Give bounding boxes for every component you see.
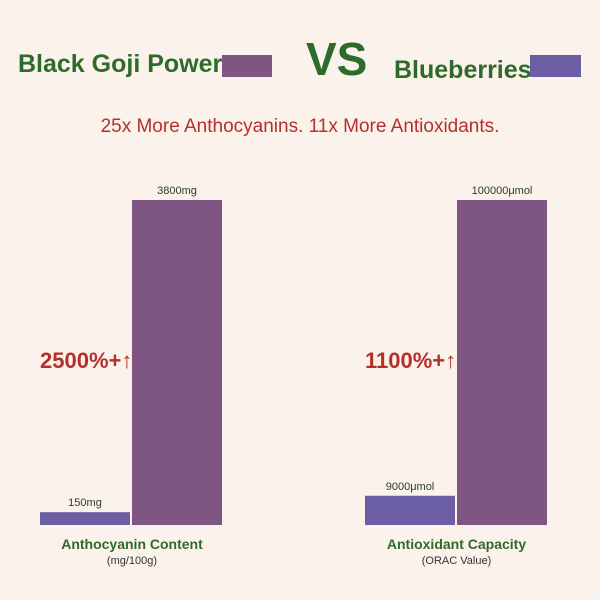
legend-swatch-blueberries [530,55,581,77]
antioxidant-axis-label: Antioxidant Capacity [386,536,527,552]
bar-black-goji [457,200,547,525]
antioxidant-chart-svg: 9000μmol 100000μmol [365,185,547,525]
anthocyanin-axis-sublabel: (mg/100g) [106,555,158,567]
legend-label-blueberries: Blueberries [394,56,532,84]
bar-black-goji [132,200,222,525]
bar-value-label: 150mg [68,497,102,509]
bar-blueberries [365,495,455,525]
legend-swatch-black-goji [222,55,272,77]
antioxidant-chart: 9000μmol 100000μmol 1100%+↑ Antioxidant C… [365,150,548,600]
bar-value-label: 9000μmol [386,481,435,493]
anthocyanin-chart-svg: 150mg 3800mg [40,185,222,525]
anthocyanin-axis-label: Anthocyanin Content [61,536,203,552]
legend-label-black-goji: Black Goji Power [18,50,223,78]
bar-value-label: 100000μmol [472,185,533,197]
subtitle: 25x More Anthocyanins. 11x More Antioxid… [100,116,500,137]
antioxidant-increase-label: 1100%+↑ [365,348,457,373]
vs-label: VS [306,33,368,85]
bar-blueberries [40,512,130,525]
anthocyanin-increase-label: 2500%+↑ [40,348,133,373]
bar-value-label: 3800mg [157,185,197,197]
antioxidant-axis-sublabel: (ORAC Value) [421,555,492,567]
anthocyanin-chart: 150mg 3800mg 2500%+↑ Anthocyanin Content … [40,150,224,600]
